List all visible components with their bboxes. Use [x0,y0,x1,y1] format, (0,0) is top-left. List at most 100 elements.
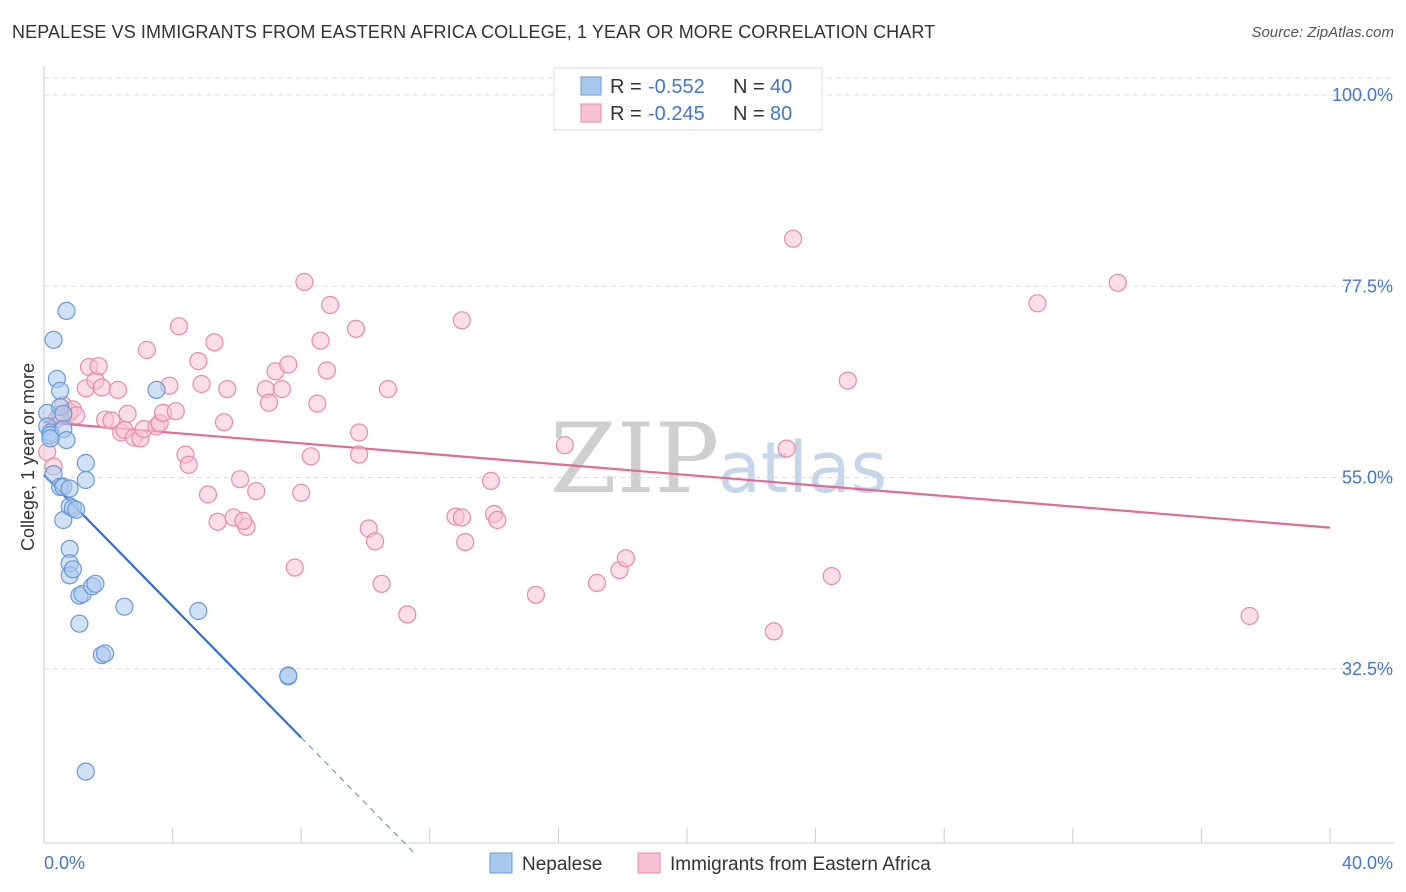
nepalese-point [115,597,134,616]
eafrica-point [192,374,211,394]
x-tick-label: 0.0% [44,853,85,873]
legend-n-label-nepalese: N = [733,76,765,98]
eafrica-point [189,352,208,371]
eafrica-point [526,585,546,604]
nepalese-point [44,330,63,349]
eafrica-point [321,295,340,315]
eafrica-point [838,371,857,390]
nepalese-point [60,479,79,498]
eafrica-point [234,511,253,531]
eafrica-point [488,510,507,530]
eafrica-point [301,447,320,466]
legend-top: R = -0.552 N = 40 R = -0.245 N = 80 [553,67,823,131]
nepalese-point [67,500,86,519]
nepalese-point [57,431,76,450]
eafrica-point [822,566,841,586]
eafrica-point [166,402,185,421]
eafrica-point [452,311,471,330]
legend-n-value-nepalese: 40 [770,76,792,98]
eafrica-point [218,380,237,399]
legend-r-value-nepalese: -0.552 [648,76,705,98]
x-tick-label: 40.0% [1342,853,1393,873]
eafrica-point [456,532,475,552]
eafrica-point [350,445,369,464]
eafrica-point [372,574,391,593]
nepalese-point [189,601,208,621]
tick-labels: 32.5% 55.0% 77.5% 100.0% 0.0% 40.0% [44,85,1393,873]
bottom-legend-swatch-nepalese [489,852,513,874]
eafrica-point [89,357,108,376]
nepalese-trend-line [43,474,302,739]
eafrica-point [205,333,224,352]
eafrica-point [783,229,803,248]
eafrica-point [92,378,112,397]
eafrica-point [247,482,266,501]
eafrica-point [179,455,198,474]
eafrica-point [311,331,330,350]
legend-n-label-eafrica: N = [733,103,765,125]
data-points [38,229,1259,781]
eafrica-point [616,549,636,568]
eafrica-point [295,272,314,292]
eafrica-point [259,393,279,412]
eafrica-trend-line [43,421,1331,529]
legend-r-label-eafrica: R = [610,103,642,125]
legend-r-value-eafrica: -0.245 [648,103,705,125]
nepalese-point [76,453,95,473]
nepalese-point [50,381,70,400]
eafrica-point [555,436,574,455]
eafrica-point [452,508,471,527]
nepalese-point [86,574,105,593]
nepalese-point [57,301,76,320]
eafrica-point [1108,273,1127,292]
eafrica-point [169,317,189,336]
watermark-atlas: atlas [718,427,887,509]
y-tick-label: 77.5% [1342,276,1393,296]
eafrica-point [118,404,137,423]
bottom-legend-label-nepalese: Nepalese [522,854,602,875]
eafrica-point [378,380,398,399]
eafrica-point [346,319,365,338]
nepalese-point [76,762,95,781]
eafrica-point [231,470,250,489]
nepalese-point [76,470,95,490]
nepalese-point [54,404,73,423]
eafrica-point [350,423,369,442]
nepalese-point [95,644,115,663]
eafrica-point [102,411,121,430]
nepalese-point [279,666,298,685]
eafrica-point [587,573,607,593]
eafrica-point [279,355,298,374]
eafrica-point [764,622,783,641]
bottom-legend-swatch-eafrica [637,852,661,874]
legend-r-label-nepalese: R = [610,76,642,98]
eafrica-point [777,439,796,458]
eafrica-point [198,485,218,504]
nepalese-point [41,429,60,448]
eafrica-point [1028,294,1047,313]
eafrica-point [317,361,336,380]
y-tick-label: 55.0% [1342,468,1393,488]
eafrica-point [366,532,385,551]
nepalese-point [63,560,83,579]
nepalese-point [70,614,89,633]
eafrica-point [308,394,327,413]
legend-swatch-nepalese [580,76,602,96]
legend-n-value-eafrica: 80 [770,103,792,125]
eafrica-point [214,413,234,432]
eafrica-point [292,483,311,502]
eafrica-point [137,340,156,360]
bottom-legend-label-eafrica: Immigrants from Eastern Africa [670,854,931,875]
trend-lines [43,421,1331,853]
eafrica-point [481,471,500,490]
eafrica-point [108,380,128,399]
chart-source: Source: ZipAtlas.com [1251,24,1394,41]
watermark-zip: ZIP [550,403,719,515]
grid-lines [44,77,1394,670]
eafrica-point [272,380,291,399]
legend-bottom: Nepalese Immigrants from Eastern Africa [489,852,931,875]
eafrica-point [285,558,304,577]
eafrica-point [398,605,417,624]
y-axis-label: College, 1 year or more [18,363,38,551]
chart-title: NEPALESE VS IMMIGRANTS FROM EASTERN AFRI… [12,22,936,42]
